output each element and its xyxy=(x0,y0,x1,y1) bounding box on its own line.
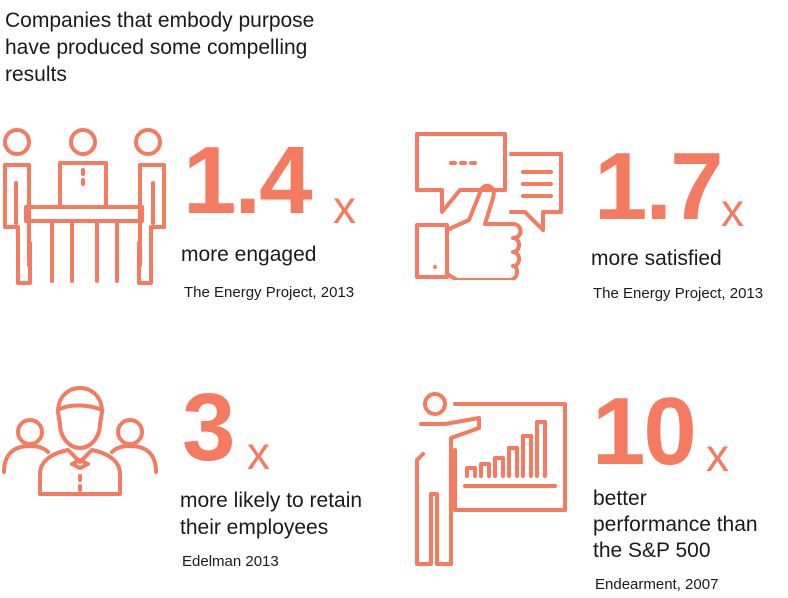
stat-1-description: more engaged xyxy=(181,243,317,266)
stat-3-value: 3 xyxy=(182,374,235,481)
thumbs-up-speech-icon xyxy=(413,130,568,280)
stat-3-source: Edelman 2013 xyxy=(182,553,279,570)
stat-1-unit: x xyxy=(333,181,356,233)
stat-4-description-line-2: performance than xyxy=(593,513,758,536)
stat-3-unit: x xyxy=(247,427,270,479)
stat-3-description-line-2: their employees xyxy=(180,516,329,539)
stat-3-description-line-1: more likely to retain xyxy=(180,489,363,512)
stat-2-description: more satisfied xyxy=(591,247,722,270)
stat-4-unit: x xyxy=(706,429,729,481)
stat-4-value: 10 xyxy=(592,378,697,485)
stat-1-value: 1.4 xyxy=(183,127,312,234)
meeting-table-icon xyxy=(2,125,167,290)
headline: Companies that embody purpose have produ… xyxy=(5,9,315,86)
stat-1-source: The Energy Project, 2013 xyxy=(184,284,355,301)
presentation-chart-icon xyxy=(413,390,573,570)
team-group-icon xyxy=(0,380,160,500)
stat-4-source: Endearment, 2007 xyxy=(595,576,719,593)
stat-2-source: The Energy Project, 2013 xyxy=(593,285,764,302)
stat-4-description-line-1: better xyxy=(593,487,647,510)
stat-2-value: 1.7 xyxy=(594,133,723,240)
stat-2-unit: x xyxy=(721,184,744,236)
stat-4-description-line-3: the S&P 500 xyxy=(593,539,711,562)
